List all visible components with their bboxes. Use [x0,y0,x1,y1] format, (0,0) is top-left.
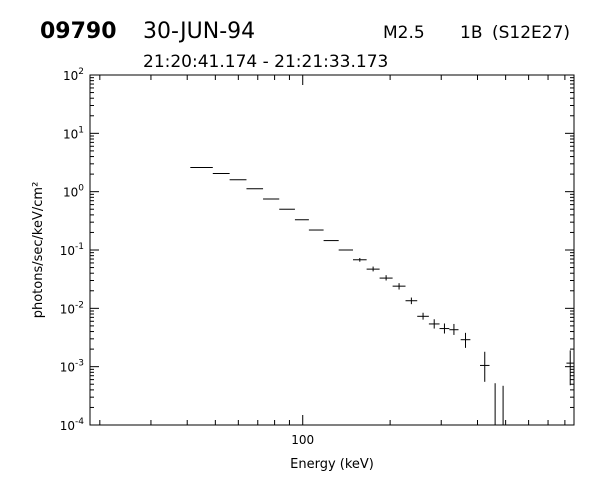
plot-frame [89,74,575,426]
data-point [379,275,393,281]
y-tick-label: 10-2 [60,300,84,316]
flare-location: (S12E27) [492,23,570,43]
data-point [428,319,440,329]
y-tick-label: 10-1 [60,242,84,258]
event-date: 30-JUN-94 [143,19,255,44]
optical-class: 1B [460,23,482,43]
event-id: 09790 [40,19,117,44]
x-tick-label: 100 [291,433,314,447]
axes-layer: 102 101 100 10-1 10-2 10-3 10-4 100 [60,67,574,447]
goes-class: M2.5 [383,23,425,43]
x-axis-label: Energy (keV) [290,457,374,472]
data-point [566,350,574,386]
y-tick-label: 10-4 [60,417,85,433]
data-layer [190,166,574,425]
data-point [353,257,367,262]
y-tick-label: 102 [63,67,84,83]
data-point [417,312,429,320]
data-point [479,351,490,382]
data-point [366,266,380,272]
data-point [449,323,459,335]
y-tick-label: 100 [63,184,84,200]
y-tick-label: 10-3 [60,359,84,375]
data-point [405,297,418,305]
y-axis-label: photons/sec/keV/cm² [31,182,46,319]
data-point [392,283,406,290]
data-point [460,332,471,348]
data-point [439,323,450,334]
y-tick-label: 101 [63,125,84,141]
time-range: 21:20:41.174 - 21:21:33.173 [143,52,388,72]
